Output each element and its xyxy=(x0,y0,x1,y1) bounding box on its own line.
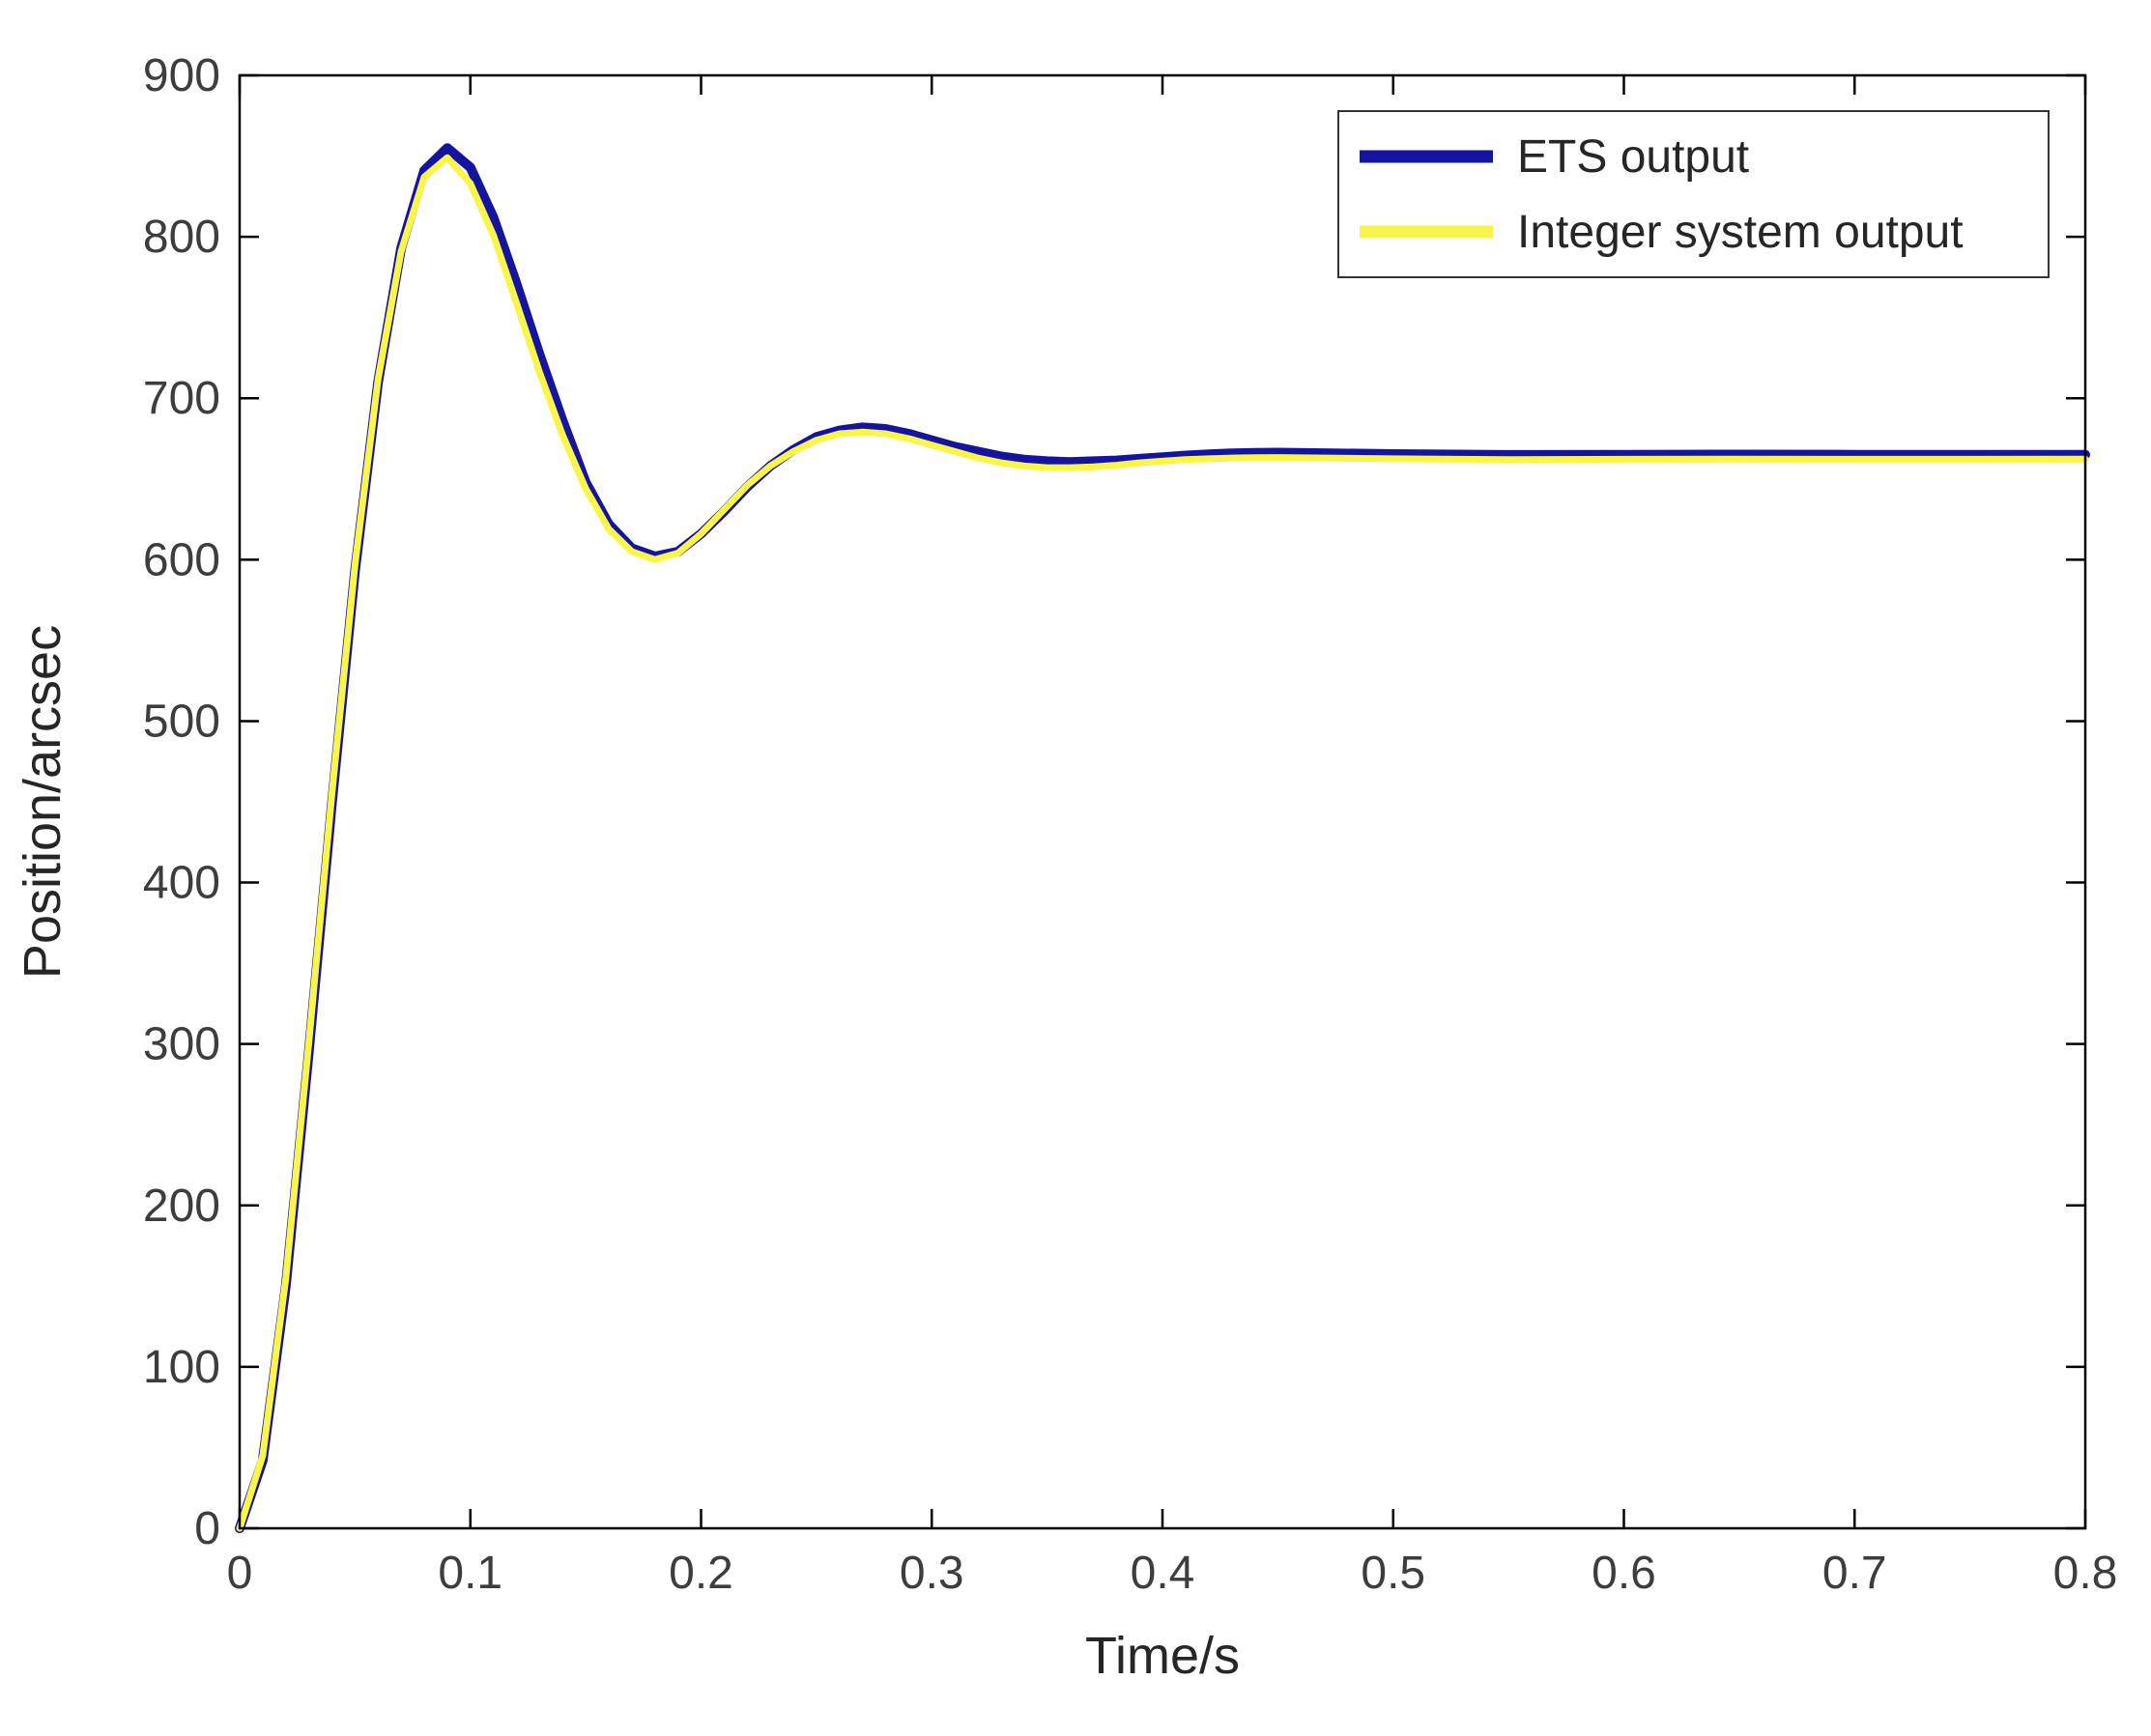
y-tick-label: 400 xyxy=(143,858,220,909)
x-tick-label: 0.5 xyxy=(1361,1548,1425,1599)
x-tick-label: 0.3 xyxy=(900,1548,964,1599)
legend-box xyxy=(1337,110,2050,278)
y-tick-label: 900 xyxy=(143,50,220,101)
legend-label-0: ETS output xyxy=(1517,131,1749,183)
x-tick-label: 0.7 xyxy=(1822,1548,1887,1599)
x-axis-label: Time/s xyxy=(1085,1627,1240,1685)
y-tick-label: 600 xyxy=(143,534,220,585)
plot-area xyxy=(240,75,2085,1528)
x-tick-label: 0.2 xyxy=(669,1548,733,1599)
y-tick-label: 0 xyxy=(194,1503,220,1554)
y-axis-label: Position/arcsec xyxy=(14,625,72,979)
axes-box xyxy=(238,73,2087,1530)
y-tick-label: 200 xyxy=(143,1181,220,1232)
y-tick-label: 800 xyxy=(143,212,220,263)
x-tick-label: 0.1 xyxy=(438,1548,502,1599)
y-tick-label: 100 xyxy=(143,1342,220,1393)
x-tick-label: 0 xyxy=(227,1548,253,1599)
y-tick-label: 500 xyxy=(143,696,220,747)
y-tick-label: 700 xyxy=(143,373,220,424)
legend: ETS output Integer system output xyxy=(1337,110,2050,278)
series-line-1 xyxy=(236,154,2089,1532)
legend-label-1: Integer system output xyxy=(1517,207,1964,258)
y-tick-label: 300 xyxy=(143,1019,220,1070)
x-tick-label: 0.4 xyxy=(1131,1548,1195,1599)
x-tick-label: 0.8 xyxy=(2053,1548,2118,1599)
x-tick-label: 0.6 xyxy=(1592,1548,1656,1599)
